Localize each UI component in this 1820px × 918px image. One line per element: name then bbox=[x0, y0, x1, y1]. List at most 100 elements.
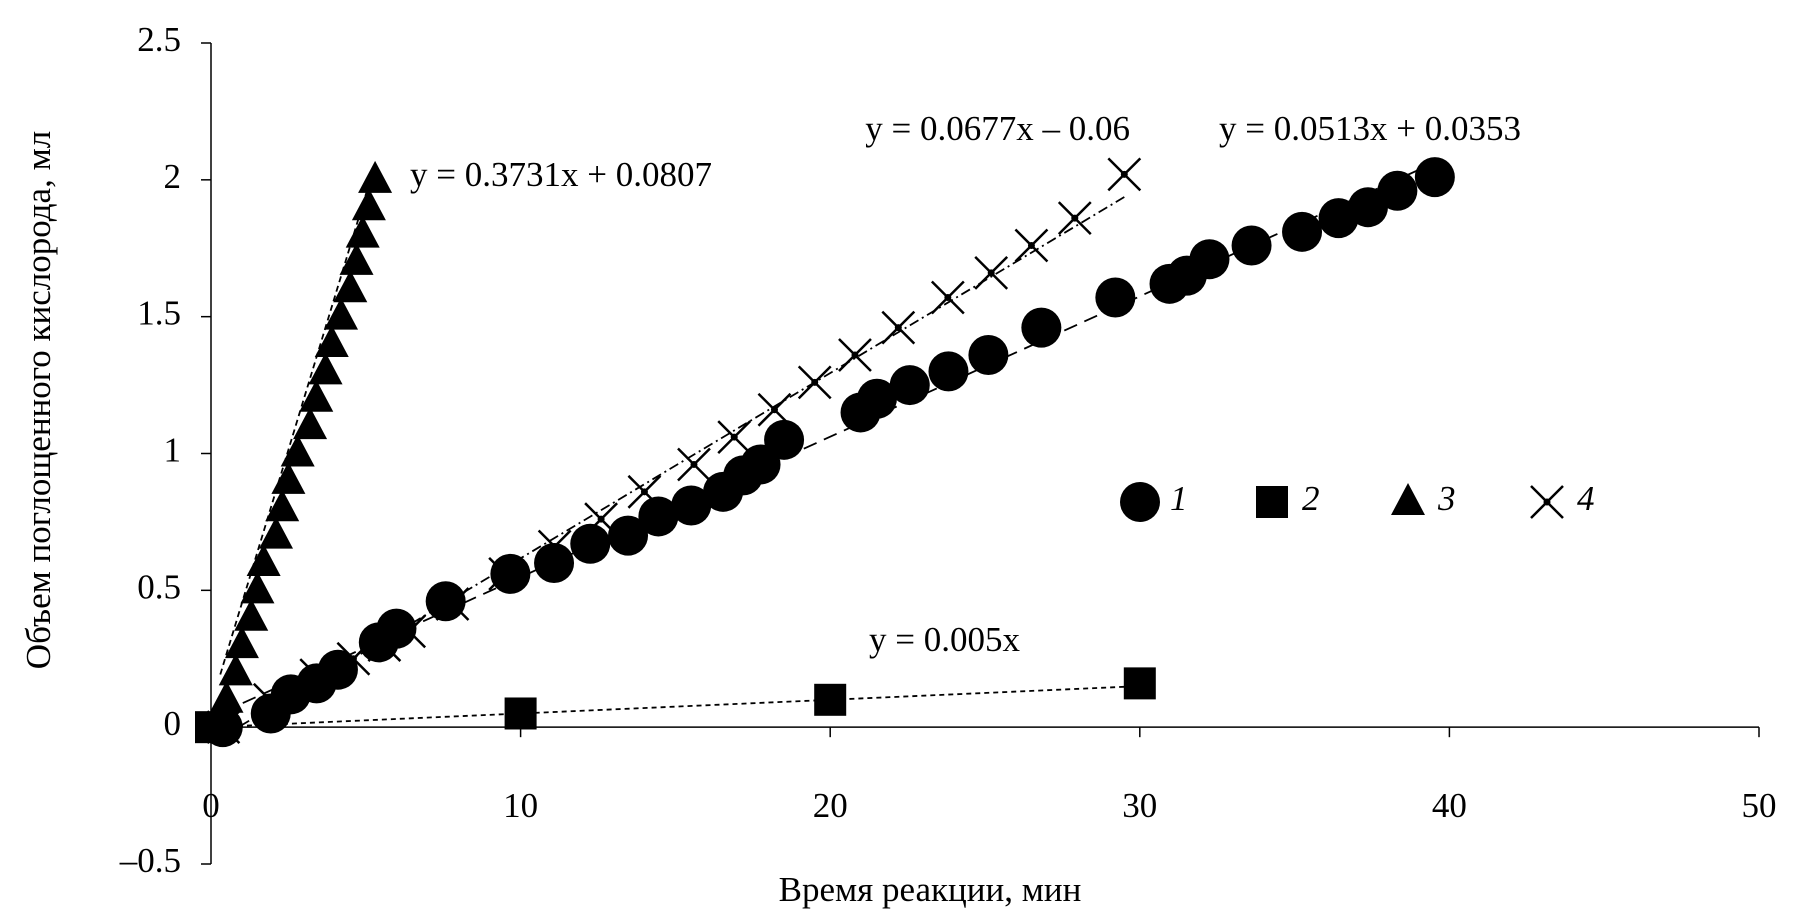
triangle-marker bbox=[339, 242, 374, 275]
cross-marker bbox=[1014, 228, 1049, 263]
cross-marker bbox=[488, 557, 523, 591]
triangle-marker bbox=[280, 434, 315, 467]
circle-marker bbox=[764, 419, 805, 460]
circle-marker bbox=[1189, 239, 1230, 280]
y-axis-label: Объем поглощенного кислорода, мл bbox=[19, 131, 58, 669]
circle-marker bbox=[490, 553, 531, 594]
square-marker bbox=[814, 683, 847, 716]
x-axis-label: Время реакции, мин bbox=[779, 870, 1082, 909]
triangle-marker bbox=[324, 297, 359, 330]
circle-marker bbox=[608, 515, 649, 556]
y-tick-label: 0 bbox=[164, 704, 182, 743]
cross-center bbox=[640, 488, 648, 496]
triangle-marker bbox=[351, 188, 386, 221]
circle-marker bbox=[317, 649, 358, 690]
triangle-marker bbox=[246, 543, 281, 576]
cross-center bbox=[944, 294, 952, 302]
triangle-marker bbox=[218, 653, 253, 686]
cross-marker bbox=[367, 628, 402, 662]
cross-center bbox=[987, 269, 995, 277]
cross-marker bbox=[206, 710, 241, 745]
triangle-marker bbox=[209, 680, 244, 713]
circle-marker bbox=[1282, 211, 1323, 252]
triangle-marker bbox=[333, 270, 368, 303]
circle-marker bbox=[425, 581, 466, 622]
cross-marker bbox=[881, 310, 916, 345]
legend-label: 2 bbox=[1302, 479, 1320, 518]
y-tick-label: 2 bbox=[164, 157, 182, 196]
cross-center bbox=[770, 406, 778, 414]
y-tick-label: 1 bbox=[164, 431, 182, 470]
cross-center bbox=[219, 723, 227, 731]
circle-marker bbox=[570, 523, 611, 564]
cross-center bbox=[730, 433, 738, 441]
cross-marker bbox=[435, 587, 470, 621]
x-tick-label: 40 bbox=[1432, 786, 1467, 825]
trendline bbox=[219, 163, 376, 675]
square-marker bbox=[1123, 667, 1156, 700]
cross-marker bbox=[392, 614, 427, 649]
cross-marker bbox=[336, 641, 371, 676]
legend-marker bbox=[1391, 483, 1425, 515]
legend-marker bbox=[1256, 486, 1288, 518]
cross-marker bbox=[717, 420, 752, 454]
circle-marker bbox=[1231, 225, 1272, 266]
x-tick-label: 0 bbox=[202, 786, 220, 825]
cross-center bbox=[894, 324, 902, 332]
y-tick-label: –0.5 bbox=[119, 841, 181, 880]
cross-center bbox=[1027, 242, 1035, 250]
cross-center bbox=[501, 570, 509, 578]
triangle-marker bbox=[271, 461, 306, 494]
cross-center bbox=[1120, 170, 1128, 178]
trendline bbox=[222, 161, 1436, 713]
cross-marker bbox=[537, 529, 572, 564]
triangle-marker bbox=[358, 160, 393, 193]
cross-center bbox=[851, 351, 859, 359]
cross-marker bbox=[252, 682, 287, 717]
cross-marker bbox=[584, 502, 618, 537]
cross-marker bbox=[838, 338, 872, 372]
circle-marker bbox=[638, 496, 679, 537]
legend-marker bbox=[1530, 485, 1564, 519]
triangle-marker bbox=[224, 626, 259, 659]
cross-marker bbox=[974, 255, 1009, 290]
circle-marker bbox=[889, 365, 930, 406]
trendline-equation: y = 0.0513x + 0.0353 bbox=[1219, 109, 1521, 148]
circle-marker bbox=[1347, 187, 1388, 228]
cross-center bbox=[690, 460, 698, 468]
cross-marker bbox=[1057, 201, 1092, 236]
cross-marker bbox=[1107, 157, 1142, 192]
circle-marker bbox=[1377, 170, 1418, 211]
y-tick-label: 0.5 bbox=[137, 567, 181, 606]
circle-marker bbox=[968, 334, 1009, 375]
circle-marker bbox=[1095, 277, 1136, 318]
cross-marker bbox=[930, 280, 965, 315]
cross-center bbox=[811, 378, 819, 386]
cross-center bbox=[597, 515, 605, 523]
triangle-marker bbox=[314, 325, 349, 358]
legend-marker bbox=[1120, 482, 1160, 522]
x-tick-label: 20 bbox=[813, 786, 848, 825]
circle-marker bbox=[376, 608, 417, 649]
trendline bbox=[210, 685, 1140, 729]
triangle-marker bbox=[240, 571, 275, 604]
triangle-marker bbox=[293, 407, 328, 440]
triangle-marker bbox=[234, 598, 269, 631]
circle-marker bbox=[671, 485, 712, 526]
trendline-equation: y = 0.0677x – 0.06 bbox=[865, 109, 1130, 148]
cross-center bbox=[312, 671, 320, 679]
x-tick-label: 50 bbox=[1742, 786, 1777, 825]
x-tick-label: 10 bbox=[503, 786, 538, 825]
cross-marker bbox=[797, 365, 832, 400]
circle-marker bbox=[856, 378, 897, 419]
y-tick-label: 2.5 bbox=[137, 20, 181, 59]
triangle-marker bbox=[259, 516, 294, 549]
circle-marker bbox=[1414, 157, 1455, 198]
cross-center bbox=[551, 543, 559, 551]
square-marker bbox=[504, 697, 537, 730]
trendline-equation: y = 0.005x bbox=[869, 620, 1020, 659]
circle-marker bbox=[534, 542, 575, 583]
triangle-marker bbox=[308, 352, 343, 385]
cross-center bbox=[266, 696, 274, 704]
